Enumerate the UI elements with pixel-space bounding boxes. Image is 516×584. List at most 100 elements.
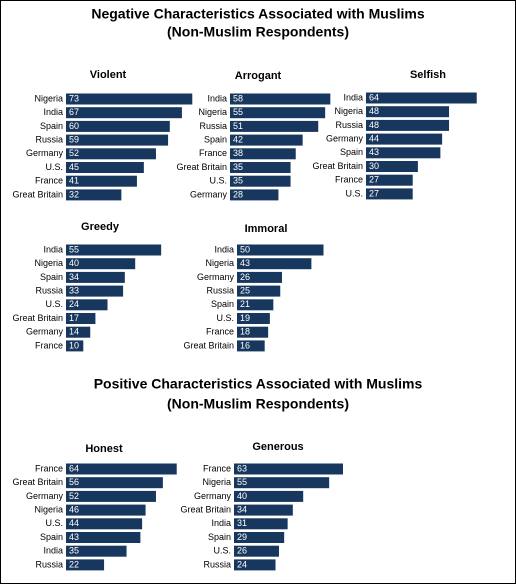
value-label: 64	[369, 92, 379, 102]
value-label: 18	[240, 327, 250, 337]
category-label: Russia	[35, 285, 63, 295]
value-label: 33	[69, 285, 79, 295]
category-label: Germany	[26, 327, 64, 337]
category-label: Great Britain	[12, 313, 63, 323]
section-title: Positive Characteristics Associated with…	[94, 376, 423, 392]
value-label: 45	[69, 162, 79, 172]
category-label: India	[43, 546, 63, 556]
value-label: 22	[69, 559, 79, 569]
bar	[234, 477, 330, 489]
bar	[366, 161, 418, 172]
bar	[230, 148, 296, 160]
value-label: 35	[69, 546, 79, 556]
value-label: 46	[69, 504, 79, 514]
value-label: 25	[240, 285, 250, 295]
bar	[237, 271, 282, 283]
bar	[237, 326, 269, 338]
value-label: 35	[233, 162, 243, 172]
category-label: India	[43, 107, 63, 117]
category-label: Nigeria	[34, 504, 63, 514]
category-label: Great Britain	[180, 504, 231, 514]
category-label: Great Britain	[183, 340, 234, 350]
category-label: France	[35, 176, 63, 186]
category-label: U.S.	[45, 162, 63, 172]
value-label: 27	[369, 175, 379, 185]
category-label: Spain	[211, 299, 234, 309]
chart-title: Violent	[90, 69, 127, 81]
category-label: Russia	[199, 121, 227, 131]
category-label: Germany	[26, 148, 64, 158]
category-label: Russia	[335, 120, 363, 130]
value-label: 63	[237, 463, 247, 473]
value-label: 52	[69, 148, 79, 158]
category-label: Spain	[340, 147, 363, 157]
category-label: Spain	[204, 134, 227, 144]
bar	[366, 133, 443, 145]
bar	[66, 518, 143, 530]
value-label: 14	[69, 327, 79, 337]
value-label: 43	[240, 258, 250, 268]
category-label: Germany	[26, 491, 64, 501]
bar	[230, 175, 291, 187]
value-label: 67	[69, 107, 79, 117]
bar	[66, 477, 163, 489]
category-label: France	[206, 327, 234, 337]
chart-title: Selfish	[410, 69, 446, 81]
value-label: 21	[240, 299, 250, 309]
bar	[234, 518, 288, 530]
bar	[66, 134, 169, 146]
value-label: 44	[369, 133, 379, 143]
value-label: 73	[69, 93, 79, 103]
value-label: 29	[237, 532, 247, 542]
bar	[66, 175, 137, 187]
bar	[66, 107, 182, 119]
value-label: 26	[237, 546, 247, 556]
value-label: 58	[233, 93, 243, 103]
category-label: India	[214, 244, 234, 254]
value-label: 43	[369, 147, 379, 157]
bar	[237, 285, 281, 297]
category-label: India	[211, 518, 231, 528]
category-label: Germany	[194, 491, 232, 501]
category-label: Nigeria	[205, 258, 234, 268]
value-label: 24	[69, 299, 79, 309]
bar	[366, 92, 477, 104]
value-label: 32	[69, 189, 79, 199]
bar	[234, 559, 276, 571]
value-label: 16	[240, 340, 250, 350]
category-label: India	[343, 92, 363, 102]
chart-title: Immoral	[245, 223, 288, 235]
category-label: Russia	[35, 134, 63, 144]
bar	[66, 93, 193, 105]
category-label: Nigeria	[334, 106, 363, 116]
bar	[66, 504, 146, 516]
category-label: Nigeria	[198, 107, 227, 117]
value-label: 59	[69, 134, 79, 144]
value-label: 52	[69, 491, 79, 501]
category-label: France	[35, 340, 63, 350]
bar	[66, 340, 84, 352]
value-label: 17	[69, 313, 79, 323]
value-label: 55	[237, 477, 247, 487]
category-label: Nigeria	[34, 93, 63, 103]
bar	[66, 299, 108, 311]
category-label: Germany	[197, 272, 235, 282]
category-label: Spain	[40, 121, 63, 131]
bar	[230, 120, 319, 132]
bar	[237, 340, 265, 352]
bar	[234, 463, 343, 475]
bar	[230, 162, 291, 173]
category-label: India	[207, 93, 227, 103]
value-label: 48	[369, 120, 379, 130]
bar	[237, 313, 270, 324]
bar	[66, 326, 91, 338]
category-label: U.S.	[216, 313, 234, 323]
chart-title: Arrogant	[235, 70, 282, 82]
value-label: 48	[369, 106, 379, 116]
bar	[237, 258, 312, 270]
category-label: U.S.	[213, 546, 231, 556]
value-label: 50	[240, 244, 250, 254]
bar	[366, 147, 441, 159]
category-label: Spain	[40, 532, 63, 542]
